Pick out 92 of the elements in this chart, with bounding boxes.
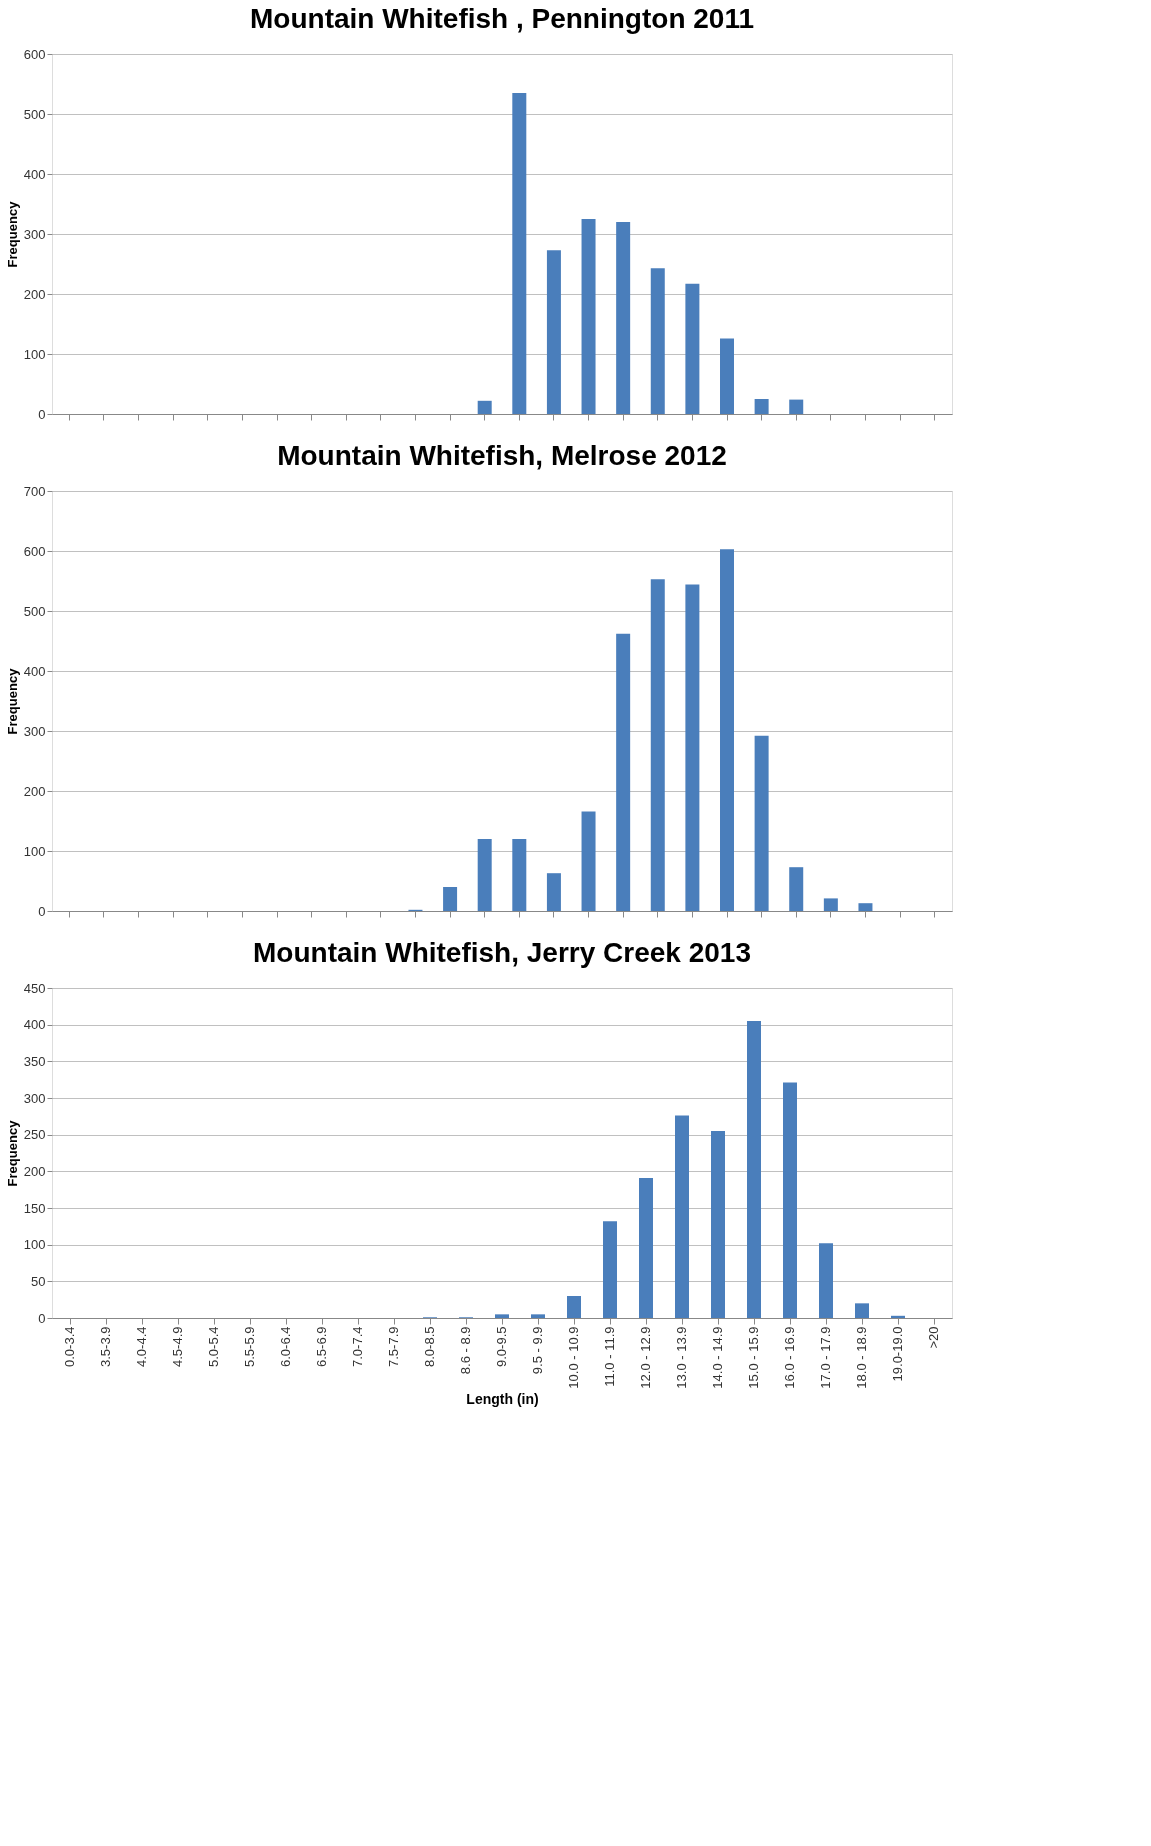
x-tick-label: 15.0 - 15.9 bbox=[746, 1326, 761, 1389]
x-axis-title: Length (in) bbox=[466, 1390, 539, 1407]
y-tick-label: 300 bbox=[23, 226, 46, 242]
bar bbox=[616, 222, 631, 414]
y-tick-label: 500 bbox=[23, 106, 46, 122]
y-tick-label: 600 bbox=[23, 46, 46, 62]
x-tick-label: 8.0-8.5 bbox=[422, 1326, 437, 1367]
chart-title: Mountain Whitefish, Jerry Creek 2013 bbox=[253, 937, 751, 968]
bar bbox=[581, 219, 596, 414]
x-tick-label: 13.0 - 13.9 bbox=[674, 1326, 689, 1389]
x-tick-label: 6.0-6.4 bbox=[278, 1326, 293, 1367]
bar bbox=[546, 250, 561, 414]
bar bbox=[477, 839, 492, 911]
bar bbox=[495, 1314, 509, 1318]
bar bbox=[819, 1243, 833, 1318]
bar bbox=[685, 283, 700, 414]
bar bbox=[754, 735, 769, 911]
bar bbox=[754, 399, 769, 414]
bar bbox=[477, 400, 492, 414]
y-tick-label: 400 bbox=[23, 166, 46, 182]
bar bbox=[789, 399, 804, 414]
y-tick-label: 200 bbox=[23, 286, 46, 302]
chart-title: Mountain Whitefish , Pennington 2011 bbox=[249, 3, 755, 34]
bar bbox=[443, 887, 458, 911]
bar bbox=[720, 338, 734, 414]
bar bbox=[891, 1315, 905, 1318]
bar bbox=[855, 1303, 869, 1318]
x-tick-label: 8.6 - 8.9 bbox=[458, 1326, 473, 1375]
bar bbox=[531, 1314, 545, 1318]
bar bbox=[581, 811, 596, 911]
x-tick-label: 5.5-5.9 bbox=[242, 1326, 257, 1367]
x-tick-label: 7.0-7.4 bbox=[350, 1326, 365, 1367]
x-tick-label: 0.0-3.4 bbox=[62, 1326, 77, 1367]
x-tick-label: 14.0 - 14.9 bbox=[710, 1326, 725, 1389]
bar bbox=[711, 1131, 725, 1318]
y-tick-label: 450 bbox=[23, 980, 46, 996]
bar bbox=[567, 1296, 581, 1318]
x-tick-label: 9.0-9.5 bbox=[494, 1326, 509, 1367]
y-tick-label: 200 bbox=[23, 1163, 46, 1179]
y-tick-label: 100 bbox=[23, 843, 46, 859]
x-tick-label: 5.0-5.4 bbox=[206, 1326, 221, 1367]
x-tick-label: 19.0-19.0 bbox=[890, 1326, 905, 1382]
y-axis-title: Frequency bbox=[4, 200, 20, 268]
chart-title: Mountain Whitefish, Melrose 2012 bbox=[277, 440, 727, 471]
x-tick-label: 4.0-4.4 bbox=[134, 1326, 149, 1367]
x-tick-label: 16.0 - 16.9 bbox=[782, 1326, 797, 1389]
bar bbox=[783, 1082, 797, 1318]
y-tick-label: 0 bbox=[38, 1310, 46, 1326]
y-tick-label: 250 bbox=[23, 1127, 46, 1143]
y-axis-title: Frequency bbox=[4, 1119, 20, 1187]
y-tick-label: 600 bbox=[23, 543, 46, 559]
bar bbox=[512, 93, 527, 414]
bar bbox=[512, 839, 527, 911]
x-tick-label: 12.0 - 12.9 bbox=[638, 1326, 653, 1389]
bar bbox=[720, 549, 734, 911]
bar bbox=[675, 1115, 689, 1318]
y-tick-label: 0 bbox=[38, 406, 46, 422]
y-tick-label: 0 bbox=[38, 903, 46, 919]
x-tick-label: 10.0 - 10.9 bbox=[566, 1326, 581, 1389]
x-tick-label: 7.5-7.9 bbox=[386, 1326, 401, 1367]
bar bbox=[858, 903, 873, 911]
bar bbox=[639, 1177, 653, 1318]
bar bbox=[747, 1021, 761, 1318]
bar bbox=[789, 867, 804, 911]
y-tick-label: 400 bbox=[23, 1017, 46, 1033]
y-tick-label: 400 bbox=[23, 663, 46, 679]
x-tick-label: 3.5-3.9 bbox=[98, 1326, 113, 1367]
x-tick-label: 6.5-6.9 bbox=[314, 1326, 329, 1367]
y-tick-label: 300 bbox=[23, 723, 46, 739]
bar bbox=[546, 873, 561, 911]
y-tick-label: 350 bbox=[23, 1053, 46, 1069]
bar bbox=[650, 579, 665, 911]
bar bbox=[685, 584, 700, 911]
x-tick-label: 17.0 - 17.9 bbox=[818, 1326, 833, 1389]
y-tick-label: 500 bbox=[23, 603, 46, 619]
y-tick-label: 700 bbox=[23, 483, 46, 499]
x-tick-label: 18.0 - 18.9 bbox=[854, 1326, 869, 1389]
x-tick-label: 4.5-4.9 bbox=[170, 1326, 185, 1367]
y-tick-label: 100 bbox=[23, 1237, 46, 1253]
y-axis-title: Frequency bbox=[4, 667, 20, 735]
bar bbox=[823, 898, 838, 911]
x-tick-label: 11.0 - 11.9 bbox=[602, 1326, 617, 1387]
bar bbox=[650, 268, 665, 414]
y-tick-label: 200 bbox=[23, 783, 46, 799]
x-tick-label: 9.5 - 9.9 bbox=[530, 1326, 545, 1375]
x-tick-label: >20 bbox=[926, 1326, 941, 1349]
bar bbox=[603, 1221, 617, 1318]
y-tick-label: 300 bbox=[23, 1090, 46, 1106]
bar bbox=[616, 633, 631, 911]
y-tick-label: 100 bbox=[23, 346, 46, 362]
y-tick-label: 50 bbox=[31, 1273, 46, 1289]
y-tick-label: 150 bbox=[23, 1200, 46, 1216]
